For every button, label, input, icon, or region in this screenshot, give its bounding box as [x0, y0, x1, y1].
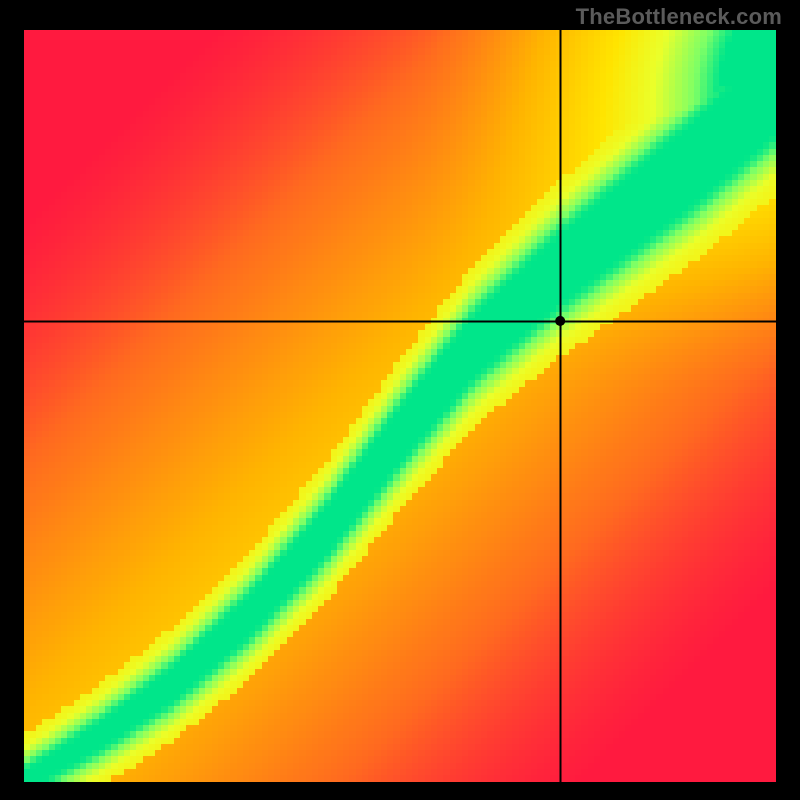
bottleneck-heatmap	[24, 30, 776, 782]
chart-container: { "watermark": { "text": "TheBottleneck.…	[0, 0, 800, 800]
watermark-text: TheBottleneck.com	[576, 4, 782, 30]
